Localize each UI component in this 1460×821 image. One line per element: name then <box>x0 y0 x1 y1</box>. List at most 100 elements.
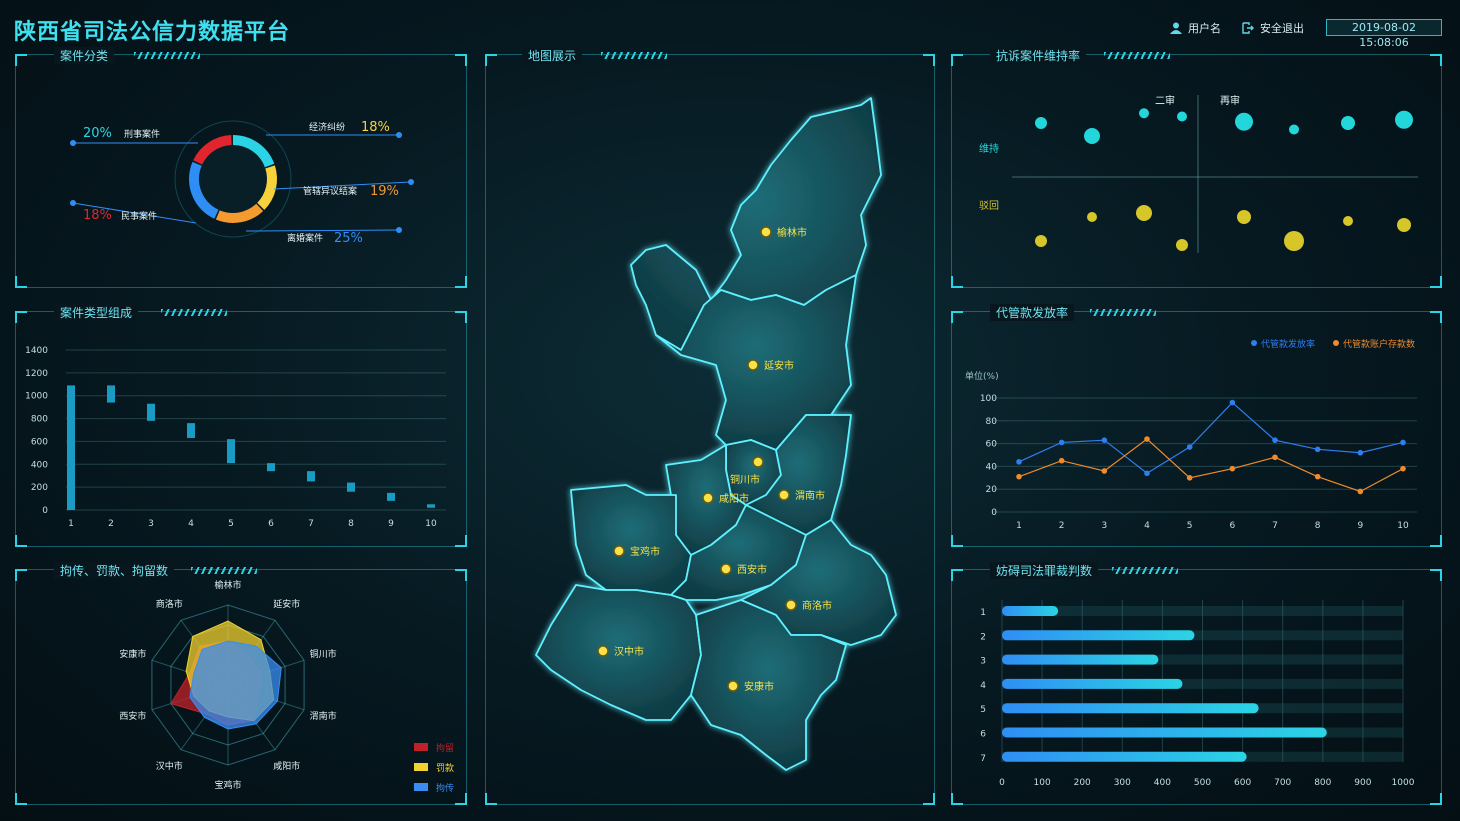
case-type-bar-chart: 0 200 400 600 800 1000 1200 1400 1 2 3 4 5 6 7 8 9 10 <box>25 346 446 529</box>
x-tick-label: 1 <box>68 519 74 529</box>
bubble <box>1087 212 1097 222</box>
city-marker <box>752 456 764 468</box>
bar <box>1002 654 1159 665</box>
x-tick-label: 1 <box>1016 521 1022 531</box>
bubble <box>1136 205 1152 221</box>
row-label-maintain: 维持 <box>979 142 999 155</box>
map-panel: 地图展示 榆林市 延安市 铜川市 渭南市 咸阳市 宝鸡市 西安市 商洛市 汉中市 安康市 <box>485 47 936 806</box>
bubble <box>1397 218 1411 232</box>
obstruct-panel: 妨碍司法罪裁判数 0 100 200 300 400 500 600 700 800 900 100… <box>951 562 1442 805</box>
x-tick-label: 9 <box>1357 521 1363 531</box>
radar-label: 铜川市 <box>310 648 337 660</box>
user-menu[interactable]: 用户名 <box>1170 20 1221 36</box>
bubble <box>1176 239 1188 251</box>
title-decoration <box>161 309 227 316</box>
data-point <box>1314 473 1321 480</box>
data-point <box>1144 470 1150 477</box>
bubble-chart: 二审 再审 维持 驳回 <box>979 94 1418 253</box>
bar <box>387 492 395 501</box>
y-tick-label: 1400 <box>25 346 48 356</box>
radar-label: 安康市 <box>119 648 146 660</box>
bar <box>1002 727 1327 738</box>
bar <box>147 403 155 421</box>
x-tick-label: 4 <box>1144 521 1150 531</box>
x-tick-label: 300 <box>1114 778 1131 788</box>
bubble <box>1395 110 1413 129</box>
y-tick-label: 4 <box>980 681 986 691</box>
x-tick-label: 6 <box>268 519 274 529</box>
bar <box>187 423 195 438</box>
col-label-retrial: 再审 <box>1220 94 1240 107</box>
data-point <box>1016 473 1022 480</box>
data-point <box>1186 444 1193 450</box>
data-point <box>1272 437 1278 443</box>
series-line <box>1018 401 1404 474</box>
bubble <box>1177 111 1187 122</box>
region-shangluo <box>740 519 897 646</box>
radar-label: 汉中市 <box>156 760 183 772</box>
title-decoration <box>191 567 257 574</box>
obstruct-hbar-chart: 0 100 200 300 400 500 600 700 800 900 1000 1 2 3 4 5 6 7 <box>980 600 1415 788</box>
title-decoration <box>1104 52 1170 59</box>
bubble <box>1035 117 1047 129</box>
bar <box>347 482 355 492</box>
x-tick-label: 2 <box>108 519 114 529</box>
x-tick-label: 600 <box>1234 778 1251 788</box>
label-divorce: 离婚案件 <box>287 232 323 244</box>
radar-series <box>189 640 282 730</box>
y-tick-label: 7 <box>980 754 986 764</box>
unit-label: 单位(%) <box>965 370 999 382</box>
x-tick-label: 7 <box>1272 521 1278 531</box>
y-tick-label: 5 <box>980 705 986 715</box>
x-tick-label: 8 <box>348 519 354 529</box>
page-title: 陕西省司法公信力数据平台 <box>14 20 291 45</box>
custody-line-chart: 代管款发放率 代管款账户存款数 单位(%) 0 20 40 60 80 100 1 2 3 4 5 6… <box>965 338 1417 531</box>
city-label: 咸阳市 <box>719 492 749 505</box>
city-label: 渭南市 <box>795 489 825 502</box>
y-tick-label: 400 <box>31 460 48 470</box>
x-tick-label: 9 <box>388 519 394 529</box>
pct-divorce: 25% <box>334 231 363 246</box>
y-tick-label: 600 <box>31 437 48 447</box>
city-label: 榆林市 <box>777 226 807 239</box>
y-tick-label: 1200 <box>25 369 48 379</box>
radar-label: 西安市 <box>119 710 146 722</box>
bubble <box>1139 108 1149 119</box>
y-tick-label: 60 <box>986 440 998 450</box>
city-marker <box>702 492 714 504</box>
x-tick-label: 400 <box>1154 778 1171 788</box>
city-marker <box>597 645 609 657</box>
label-civil: 民事案件 <box>121 210 157 222</box>
data-point <box>1058 457 1065 464</box>
x-tick-label: 7 <box>308 519 314 529</box>
bar <box>1002 678 1183 689</box>
x-tick-label: 10 <box>425 519 437 529</box>
x-tick-label: 6 <box>1229 521 1235 531</box>
bar-track <box>1002 630 1403 641</box>
city-marker <box>778 489 790 501</box>
bar <box>1002 630 1195 641</box>
radar-label: 宝鸡市 <box>214 779 241 791</box>
bar <box>67 385 75 510</box>
bubble <box>1235 112 1253 131</box>
y-tick-label: 1 <box>980 608 986 618</box>
city-label: 商洛市 <box>802 599 832 612</box>
case-type-title: 案件类型组成 <box>54 304 139 321</box>
bar-track <box>1002 606 1403 616</box>
logout-icon <box>1242 22 1254 34</box>
region-ankang <box>690 599 847 771</box>
data-point <box>1400 465 1406 472</box>
x-tick-label: 700 <box>1274 778 1291 788</box>
city-label: 安康市 <box>744 680 774 693</box>
header: 陕西省司法公信力数据平台 用户名 安全退出 2019-08-02 15:08:0… <box>0 0 1460 49</box>
logout-button[interactable]: 安全退出 <box>1242 20 1304 36</box>
data-point <box>1357 488 1364 495</box>
row-label-reject: 驳回 <box>979 200 999 212</box>
y-tick-label: 0 <box>991 508 997 518</box>
radar-label: 渭南市 <box>310 710 337 722</box>
bubble <box>1341 116 1355 130</box>
x-tick-label: 8 <box>1315 521 1321 531</box>
radar-label: 商洛市 <box>156 598 183 610</box>
bar-track <box>1002 654 1403 665</box>
